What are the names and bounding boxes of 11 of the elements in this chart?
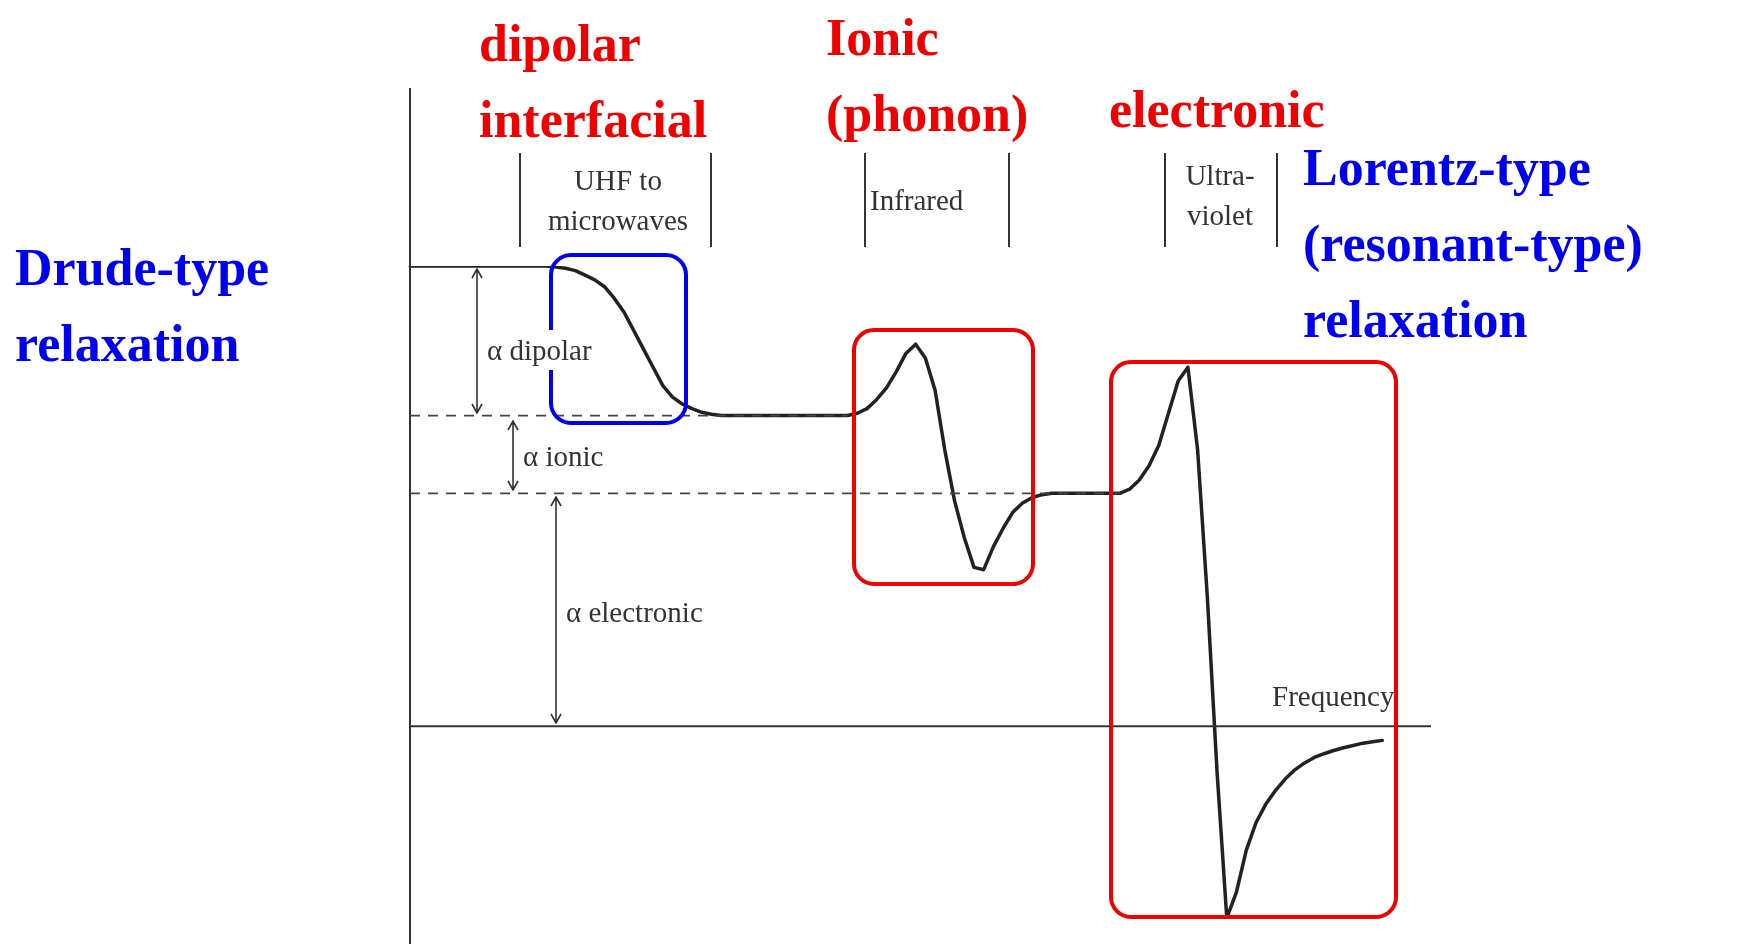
annotation: α ionic [520,436,607,476]
text: Infrared [870,183,964,218]
text: Drude-type relaxation [15,238,271,374]
text: electronic [1109,81,1325,138]
text: Ultra-violet [1184,158,1256,233]
annotation: α dipolar [484,330,595,370]
text: UHF to microwaves [548,163,689,238]
annotation: Lorentz-type (resonant-type) relaxation [1303,139,1643,348]
annotation: α electronic [563,592,706,632]
text: Ionic (phonon) [826,9,1029,142]
text: dipolar interfacial [479,14,709,150]
